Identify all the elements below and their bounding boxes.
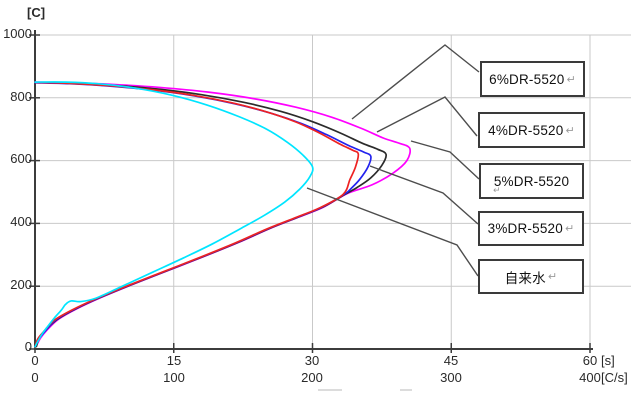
x-rate-0: 0 <box>31 370 39 385</box>
x-rate-300: 300 <box>440 370 462 385</box>
legend-box-3pct-dr5520: 3%DR-5520 ↵ <box>478 211 584 246</box>
y-tick-400: 400 <box>10 214 32 229</box>
return-mark: ↵ <box>564 223 575 235</box>
leader-line-4pct <box>376 96 478 137</box>
x-rate-unit: [C/s] <box>601 370 628 385</box>
x-sec-45: 45 <box>443 353 459 368</box>
leader-line-5pct <box>410 140 480 180</box>
leader-line-water <box>306 187 479 277</box>
watermark-smudge <box>400 389 412 391</box>
y-tick-800: 800 <box>10 89 32 104</box>
legend-label: 5%DR-5520 <box>493 173 570 189</box>
x-sec-60: 60 <box>582 353 598 368</box>
x-sec-30: 30 <box>304 353 320 368</box>
x-sec-15: 15 <box>166 353 182 368</box>
x-rate-100: 100 <box>163 370 185 385</box>
leader-line-3pct <box>369 165 479 225</box>
return-mark: ↵ <box>493 185 501 195</box>
return-mark: ↵ <box>566 73 576 86</box>
curve-3%DR-5520 <box>34 81 360 348</box>
legend-box-6pct-dr5520: 6%DR-5520 ↵ <box>480 61 585 97</box>
return-mark: ↵ <box>547 271 558 283</box>
legend-box-5pct-dr5520: 5%DR-5520 ↵ <box>479 163 584 199</box>
legend-label: 3%DR-5520 <box>487 221 563 236</box>
legend-box-tap-water: 自来水 ↵ <box>478 259 584 294</box>
y-tick-600: 600 <box>10 151 32 166</box>
x-rate-200: 200 <box>301 370 323 385</box>
legend-label: 6%DR-5520 <box>489 71 565 87</box>
legend-box-4pct-dr5520: 4%DR-5520 ↵ <box>478 112 585 148</box>
x-sec-unit: [s] <box>601 353 615 368</box>
curve-自来水 <box>34 81 314 348</box>
x-sec-0: 0 <box>31 353 39 368</box>
y-tick-0: 0 <box>24 339 32 354</box>
legend-label: 4%DR-5520 <box>488 122 564 138</box>
y-tick-200: 200 <box>10 277 32 292</box>
return-mark: ↵ <box>565 124 575 137</box>
y-axis-unit-label: [C] <box>27 5 46 20</box>
legend-label: 自来水 <box>504 270 546 286</box>
leader-line-6pct <box>351 44 480 120</box>
x-rate-400: 400 <box>579 370 601 385</box>
watermark-smudge <box>318 389 342 391</box>
y-tick-1000: 1000 <box>3 26 32 41</box>
